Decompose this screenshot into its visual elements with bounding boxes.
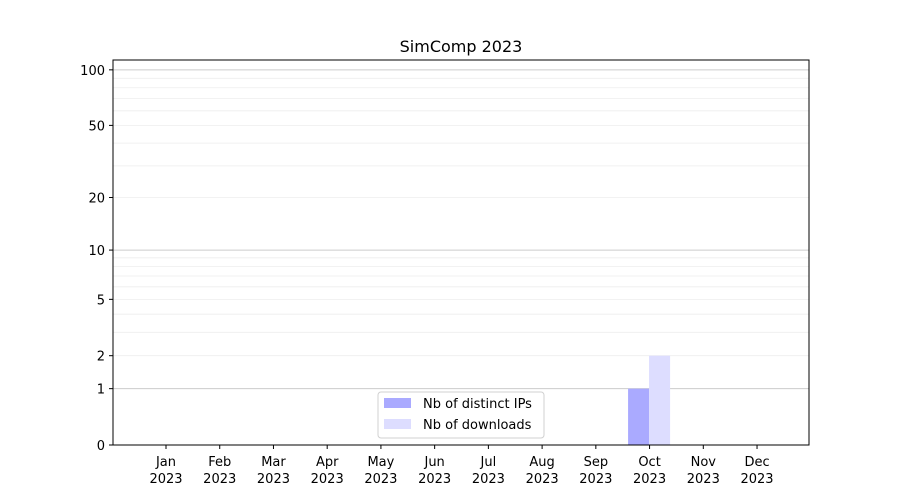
- x-tick-label-year: 2023: [364, 472, 397, 487]
- y-tick-label: 10: [88, 244, 105, 259]
- x-tick-label-month: Apr: [316, 455, 339, 470]
- x-tick-label-month: May: [367, 455, 394, 470]
- y-tick-label: 50: [88, 119, 105, 134]
- x-tick-label-month: Jan: [155, 455, 176, 470]
- y-tick-label: 1: [97, 383, 105, 398]
- x-tick-label-year: 2023: [149, 472, 182, 487]
- x-tick-label-year: 2023: [472, 472, 505, 487]
- legend-label: Nb of distinct IPs: [423, 397, 532, 412]
- legend-label: Nb of downloads: [423, 418, 532, 433]
- x-tick-label-month: Oct: [638, 455, 660, 470]
- x-tick-label-month: Sep: [584, 455, 609, 470]
- x-tick-label-month: Nov: [691, 455, 717, 470]
- plot-frame: [112, 59, 810, 446]
- y-tick-label: 20: [88, 192, 105, 207]
- x-tick-label-year: 2023: [633, 472, 666, 487]
- y-tick-label: 100: [80, 64, 105, 79]
- x-tick-label-year: 2023: [579, 472, 612, 487]
- x-tick-label-year: 2023: [740, 472, 773, 487]
- y-tick-label: 5: [97, 293, 105, 308]
- x-tick-label-year: 2023: [418, 472, 451, 487]
- legend: Nb of distinct IPs Nb of downloads: [377, 391, 545, 439]
- x-tick-label-month: Feb: [208, 455, 231, 470]
- bar-downloads: [649, 355, 671, 445]
- x-tick-label-month: Jun: [423, 455, 444, 470]
- x-tick-label-month: Dec: [744, 455, 769, 470]
- legend-box: [377, 391, 545, 439]
- legend-swatch: [384, 398, 411, 408]
- y-tick-label: 0: [97, 439, 105, 454]
- legend-swatch: [384, 419, 411, 429]
- y-tick-label: 2: [97, 350, 105, 365]
- x-tick-label-year: 2023: [203, 472, 236, 487]
- x-tick-label-year: 2023: [257, 472, 290, 487]
- x-tick-label-year: 2023: [311, 472, 344, 487]
- chart-title: SimComp 2023: [400, 37, 523, 56]
- x-tick-label-year: 2023: [526, 472, 559, 487]
- x-tick-label-year: 2023: [687, 472, 720, 487]
- x-tick-label-month: Mar: [261, 455, 286, 470]
- x-tick-label-month: Jul: [480, 455, 497, 470]
- x-tick-label-month: Aug: [529, 455, 554, 470]
- bar-distinct-ips: [628, 388, 650, 445]
